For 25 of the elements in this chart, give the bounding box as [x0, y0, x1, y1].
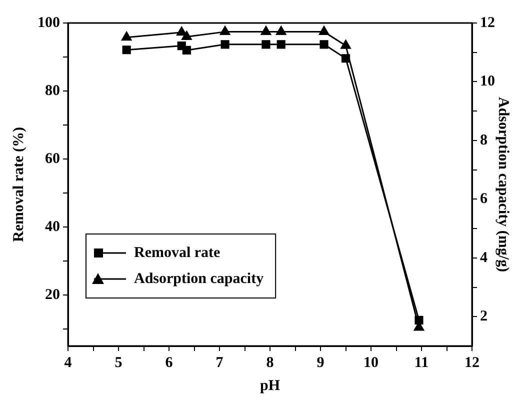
- y2-axis-title: Adsorption capacity (mg/g): [495, 97, 512, 272]
- x-axis-title: pH: [260, 378, 280, 394]
- y2-tick-label: 2: [480, 308, 488, 325]
- y2-tick-label: 8: [480, 132, 488, 148]
- x-tick-label: 8: [266, 354, 274, 371]
- x-tick-label: 10: [364, 354, 378, 371]
- x-tick-label: 7: [216, 354, 224, 371]
- x-tick-label: 11: [414, 354, 429, 371]
- y2-tick-label: 10: [480, 74, 495, 90]
- y-tick-label: 20: [45, 286, 60, 303]
- y-tick-label: 80: [45, 82, 60, 99]
- y2-tick-label: 6: [480, 191, 488, 208]
- y-tick-label: 60: [45, 150, 60, 167]
- x-tick-label: 6: [165, 354, 174, 371]
- y-axis-title: Removal rate (%): [10, 127, 27, 242]
- y-tick-label: 100: [38, 14, 60, 31]
- y2-tick-label: 4: [480, 250, 488, 266]
- legend-label: Adsorption capacity: [134, 270, 264, 287]
- x-tick-label: 5: [114, 354, 122, 371]
- y2-tick-label: 12: [480, 14, 495, 31]
- y-tick-label: 40: [45, 218, 60, 235]
- x-tick-label: 12: [464, 354, 480, 371]
- legend-label: Removal rate: [134, 244, 221, 261]
- x-tick-label: 9: [316, 354, 324, 371]
- x-tick-label: 4: [64, 354, 72, 371]
